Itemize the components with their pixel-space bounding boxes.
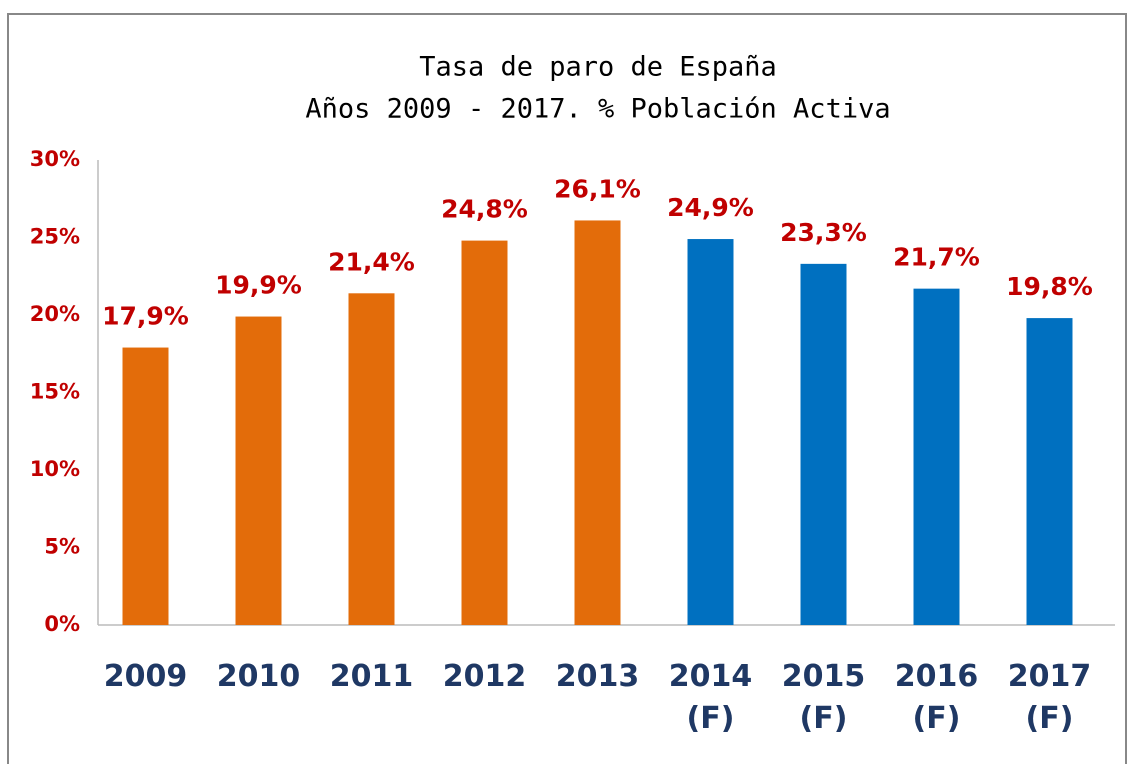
x-tick-label: 2016 (F) (894, 659, 979, 736)
y-tick-label: 5% (44, 535, 80, 559)
value-label: 26,1% (554, 174, 641, 203)
chart-title: Tasa de paro de España (419, 52, 777, 83)
value-label: 23,3% (780, 218, 867, 247)
bar (348, 293, 395, 625)
bar (913, 288, 960, 625)
value-label: 24,9% (667, 193, 754, 222)
bar (800, 263, 847, 625)
bar (574, 220, 621, 625)
x-tick-label: 2010 (216, 659, 301, 694)
y-tick-label: 30% (30, 147, 80, 171)
bar (1026, 318, 1073, 625)
value-label: 19,8% (1006, 272, 1093, 301)
chart-subtitle: Años 2009 - 2017. % Población Activa (305, 94, 890, 125)
y-tick-label: 20% (30, 302, 80, 326)
bar (122, 347, 169, 625)
y-tick-label: 15% (30, 380, 80, 404)
chart-frame (7, 13, 1127, 764)
x-tick-label: 2015 (F) (781, 659, 866, 736)
value-label: 21,4% (328, 247, 415, 276)
value-label: 24,8% (441, 195, 528, 224)
x-tick-label: 2012 (442, 659, 527, 694)
bar (687, 239, 734, 626)
value-label: 17,9% (102, 302, 189, 331)
bar (235, 316, 282, 625)
x-tick-label: 2009 (103, 659, 188, 694)
value-label: 21,7% (893, 243, 980, 272)
x-tick-label: 2011 (329, 659, 414, 694)
bar (461, 240, 508, 625)
x-tick-label: 2017 (F) (1007, 659, 1092, 736)
x-tick-label: 2013 (555, 659, 640, 694)
y-tick-label: 10% (30, 457, 80, 481)
value-label: 19,9% (215, 271, 302, 300)
y-tick-label: 25% (30, 225, 80, 249)
y-tick-label: 0% (44, 612, 80, 636)
x-tick-label: 2014 (F) (668, 659, 753, 736)
